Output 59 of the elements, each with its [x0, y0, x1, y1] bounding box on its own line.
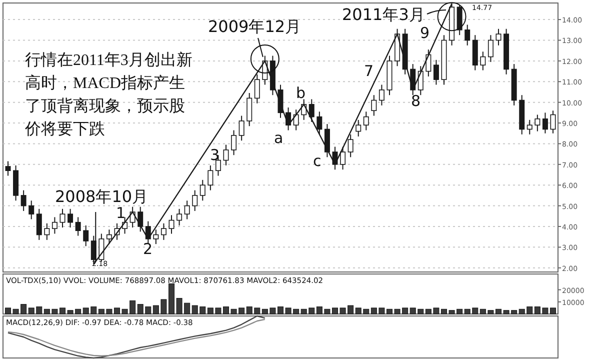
candlestick — [192, 190, 198, 212]
annotation: 2009年12月 — [208, 17, 302, 36]
candlestick — [28, 200, 34, 220]
candlestick — [371, 94, 377, 116]
candlestick — [83, 224, 89, 247]
candlestick — [20, 190, 26, 212]
candlestick — [464, 24, 470, 46]
candlestick — [231, 130, 237, 156]
annotation: 行情在2011年3月创出新高时，MACD指标产生了顶背离现象，预示股价将要下跌 — [24, 51, 192, 138]
candlestick — [36, 208, 42, 240]
candlestick — [246, 92, 252, 127]
candlestick — [456, 4, 462, 36]
candlestick — [496, 28, 502, 46]
annotation: 9 — [420, 24, 430, 42]
candlestick — [254, 74, 260, 104]
annotation: 2008年10月 — [55, 187, 148, 206]
candlestick — [160, 222, 166, 240]
annotation: 3 — [210, 146, 220, 164]
annotation: 7 — [364, 62, 374, 80]
candlestick — [526, 119, 532, 135]
candlestick — [433, 59, 439, 86]
candlestick — [418, 66, 424, 96]
candlestick — [208, 164, 214, 191]
candlestick — [138, 206, 144, 232]
candlestick — [293, 109, 299, 131]
candlestick — [60, 208, 66, 228]
candlestick — [488, 34, 494, 62]
candlestick — [52, 216, 58, 234]
candlestick — [176, 208, 182, 226]
annotation: b — [296, 84, 306, 102]
annotation: 8 — [411, 92, 421, 110]
candlestick — [5, 160, 11, 176]
candlestick — [340, 146, 346, 170]
candlestick — [363, 111, 369, 131]
candlestick — [168, 214, 174, 234]
candlestick — [378, 84, 384, 106]
candlestick — [68, 208, 74, 228]
candlestick — [200, 179, 206, 202]
annotation: a — [274, 129, 284, 147]
candlestick — [75, 216, 81, 236]
candlestick — [324, 124, 330, 158]
candlestick — [542, 112, 548, 134]
annotation: 2011年3月 — [342, 5, 425, 24]
candlestick — [480, 51, 486, 71]
candlestick — [348, 134, 354, 158]
candlestick — [238, 115, 244, 142]
candlestick — [223, 144, 229, 166]
candlestick — [316, 111, 322, 135]
candlestick — [44, 222, 50, 240]
annotation: 2 — [143, 240, 153, 258]
candlestick — [184, 200, 190, 220]
annotation: 1 — [116, 204, 126, 222]
candlestick — [153, 229, 159, 245]
candlestick — [550, 110, 556, 134]
candlestick — [106, 229, 112, 245]
annotation: c — [313, 152, 322, 170]
candlestick — [534, 114, 540, 132]
candlestick — [356, 119, 362, 137]
candlestick — [308, 98, 314, 122]
